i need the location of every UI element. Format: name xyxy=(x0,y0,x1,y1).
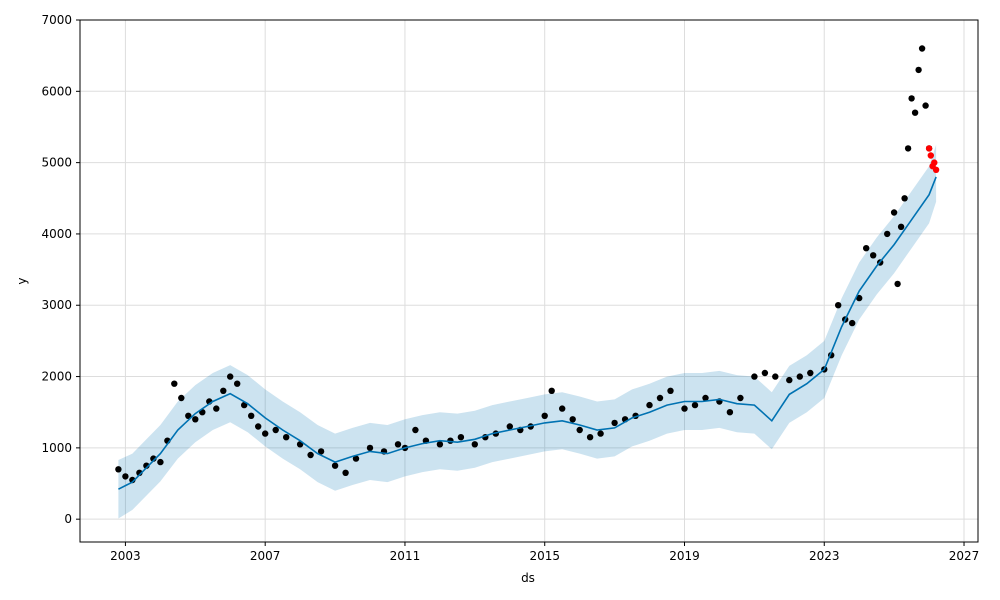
observed-point-82 xyxy=(897,223,905,230)
observed-point-86 xyxy=(911,109,919,116)
observed-point-8 xyxy=(171,380,178,387)
observed-point-19 xyxy=(248,412,255,419)
observed-point-15 xyxy=(220,387,227,394)
observed-point-42 xyxy=(506,423,513,430)
y-tick-label-5: 5000 xyxy=(41,156,72,170)
observed-point-88 xyxy=(918,45,926,52)
observed-point-87 xyxy=(915,66,922,74)
observed-point-6 xyxy=(157,458,164,466)
observed-point-0 xyxy=(115,466,122,473)
y-tick-label-1: 1000 xyxy=(41,441,72,455)
observed-point-60 xyxy=(702,394,709,402)
observed-point-64 xyxy=(751,373,758,380)
recent-point-3 xyxy=(931,159,938,166)
observed-point-45 xyxy=(541,412,548,419)
observed-point-47 xyxy=(559,405,566,412)
observed-point-76 xyxy=(863,245,870,252)
plot-frame xyxy=(79,19,979,543)
recent-point-0 xyxy=(925,145,933,152)
observed-point-63 xyxy=(737,394,744,402)
observed-point-65 xyxy=(761,369,769,377)
observed-point-22 xyxy=(272,426,279,434)
recent-point-1 xyxy=(927,152,934,159)
y-tick-label-4: 4000 xyxy=(41,227,72,241)
observed-point-79 xyxy=(884,230,891,238)
observed-point-11 xyxy=(192,416,199,423)
forecast-line xyxy=(118,176,937,490)
x-tick-label-1: 2007 xyxy=(250,549,281,563)
x-tick-label-4: 2019 xyxy=(669,549,700,563)
observed-point-17 xyxy=(234,380,241,387)
observed-point-38 xyxy=(457,434,465,441)
observed-point-55 xyxy=(646,401,653,409)
observed-point-25 xyxy=(307,451,314,459)
y-axis-ticks: 0 1000 2000 3000 4000 5000 6000 7000 xyxy=(41,13,80,526)
observed-point-58 xyxy=(681,405,688,412)
observed-point-39 xyxy=(471,441,478,448)
observed-point-50 xyxy=(586,434,594,441)
x-tick-label-2: 2011 xyxy=(390,549,421,563)
observed-point-32 xyxy=(394,441,402,448)
x-tick-label-6: 2027 xyxy=(949,549,980,563)
observed-point-68 xyxy=(796,373,803,380)
observed-point-80 xyxy=(890,209,898,216)
observed-point-36 xyxy=(436,441,444,448)
y-axis-label: y xyxy=(15,277,29,284)
y-tick-label-7: 7000 xyxy=(41,13,72,27)
observed-point-48 xyxy=(569,416,576,423)
observed-point-62 xyxy=(726,409,734,416)
observed-point-83 xyxy=(901,195,908,202)
observed-point-9 xyxy=(178,394,185,402)
observed-point-46 xyxy=(548,387,555,394)
observed-point-21 xyxy=(262,430,269,437)
observed-point-49 xyxy=(576,426,583,434)
x-axis-ticks: 2003 2007 2011 2015 2019 2023 2027 xyxy=(110,542,979,563)
observed-point-81 xyxy=(894,280,901,288)
observed-point-75 xyxy=(856,294,863,302)
observed-point-16 xyxy=(227,373,234,380)
x-tick-label-3: 2015 xyxy=(529,549,560,563)
y-tick-label-0: 0 xyxy=(64,512,72,526)
observed-point-72 xyxy=(835,302,842,309)
observed-point-77 xyxy=(870,252,877,259)
observed-point-34 xyxy=(412,426,419,434)
observed-point-52 xyxy=(611,419,618,427)
observed-point-57 xyxy=(667,387,674,394)
observed-point-10 xyxy=(185,412,192,419)
recent-point-4 xyxy=(932,166,940,173)
observed-point-67 xyxy=(786,376,793,384)
forecast-trend-line xyxy=(118,176,937,490)
observed-point-59 xyxy=(691,401,699,409)
observed-point-66 xyxy=(772,373,779,380)
observed-point-30 xyxy=(366,444,374,452)
observed-point-29 xyxy=(352,455,360,462)
uncertainty-interval xyxy=(118,144,937,519)
observed-point-23 xyxy=(283,434,290,441)
observed-point-51 xyxy=(597,430,604,437)
observed-point-28 xyxy=(342,469,349,476)
uncertainty-band xyxy=(118,144,937,519)
observed-point-27 xyxy=(331,462,339,469)
observed-point-89 xyxy=(922,102,929,109)
observed-point-26 xyxy=(317,448,325,455)
observed-point-1 xyxy=(122,473,129,480)
observed-point-85 xyxy=(908,95,915,102)
recent-points xyxy=(925,145,940,173)
observed-point-14 xyxy=(213,405,220,412)
x-tick-label-5: 2023 xyxy=(809,549,840,563)
x-axis-label: ds xyxy=(521,571,535,585)
observed-point-84 xyxy=(904,145,912,152)
x-tick-label-0: 2003 xyxy=(110,549,141,563)
y-tick-label-2: 2000 xyxy=(41,370,72,384)
y-tick-label-3: 3000 xyxy=(41,298,72,312)
y-tick-label-6: 6000 xyxy=(41,84,72,98)
observed-point-69 xyxy=(807,369,814,377)
observed-point-56 xyxy=(656,394,664,402)
observed-point-20 xyxy=(255,423,262,430)
observed-point-74 xyxy=(849,319,856,327)
